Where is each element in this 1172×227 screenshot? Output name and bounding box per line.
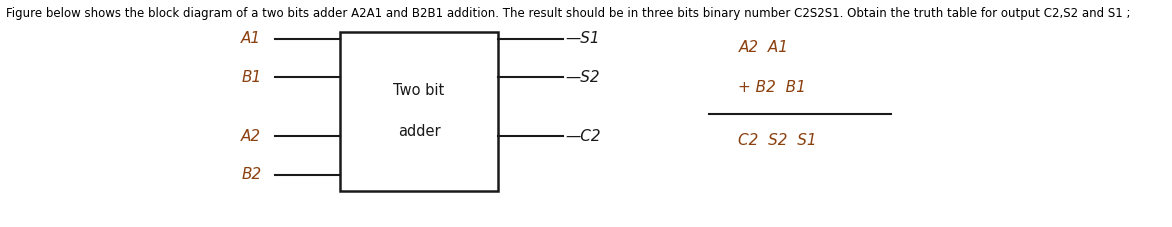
Text: adder: adder: [397, 124, 441, 139]
Text: A2: A2: [241, 129, 261, 144]
Text: C2  S2  S1: C2 S2 S1: [738, 133, 817, 148]
Bar: [340, 32, 498, 191]
Text: + B2  B1: + B2 B1: [738, 80, 806, 95]
Text: A2  A1: A2 A1: [738, 40, 789, 55]
Text: —C2: —C2: [565, 129, 600, 144]
Text: A1: A1: [241, 31, 261, 46]
Text: —S1: —S1: [565, 31, 600, 46]
Text: Two bit: Two bit: [394, 83, 444, 98]
Text: —S2: —S2: [565, 70, 600, 85]
Text: B2: B2: [241, 167, 261, 182]
Text: B1: B1: [241, 70, 261, 85]
Text: Figure below shows the block diagram of a two bits adder A2A1 and B2B1 addition.: Figure below shows the block diagram of …: [6, 7, 1130, 20]
